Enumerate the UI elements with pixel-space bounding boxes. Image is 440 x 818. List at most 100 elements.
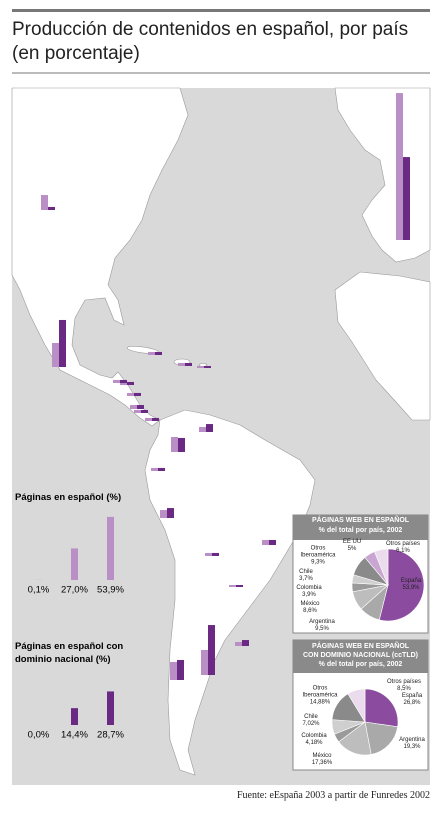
slice-value: 7,02% (302, 721, 320, 727)
bar (197, 366, 204, 368)
value-label: 27,0% (61, 584, 88, 596)
slice-label: México 8,6% (300, 601, 319, 615)
bar (107, 516, 114, 580)
slice-value: 14,88% (309, 699, 331, 706)
bar (199, 426, 206, 432)
bar (242, 640, 249, 646)
bar (208, 625, 215, 675)
pie-subtitle: % del total por país, 2002 (318, 527, 403, 534)
bar (178, 362, 185, 366)
slice-value: 53,9% (402, 585, 420, 591)
slice-name: Chile (299, 569, 313, 575)
slice-label: Chile 7,02% (302, 714, 319, 728)
bar (134, 409, 141, 413)
slice-label: Colombia 4,18% (301, 733, 326, 747)
slice-name: Otros Iberoamérica (300, 545, 336, 559)
bar (160, 510, 167, 518)
slice-value: 5% (347, 546, 357, 552)
value-label: 14,4% (61, 729, 88, 741)
top-rule (12, 9, 430, 12)
slice-value: 9,3% (311, 559, 325, 566)
south-america (144, 409, 316, 776)
pie-title: PÁGINAS WEB EN ESPAÑOL CON DOMINIO NACIO… (303, 643, 418, 659)
value-label: 0,1% (27, 584, 50, 596)
slice-name: Otros países (385, 541, 421, 547)
value-label: 53,9% (97, 584, 124, 596)
pie-header (293, 515, 428, 540)
bar (235, 642, 242, 646)
bar (206, 424, 213, 432)
bar (212, 552, 219, 556)
bar (185, 362, 192, 366)
bar (151, 467, 158, 471)
slice-name: Otros países (386, 679, 422, 685)
bar (403, 157, 410, 240)
slice-name: México (312, 753, 332, 759)
slice-label: Otros países 6,1% (386, 541, 420, 555)
slice-value: 26,8% (403, 700, 421, 706)
slice-label: EE UU 5% (343, 539, 361, 553)
bar (71, 548, 78, 580)
slice-name: Otros Iberoamérica (302, 685, 338, 699)
value-label: 28,7% (97, 729, 124, 741)
slice-label: Otros países 8,5% (387, 679, 421, 693)
bar (48, 206, 55, 210)
slice-name: Argentina (309, 619, 335, 625)
slice-value: 6,1% (396, 548, 410, 554)
bar (59, 319, 66, 367)
legend-title: Páginas en español con dominio nacional … (15, 641, 124, 665)
bar (396, 93, 403, 240)
slice-label: Otros Iberoamérica 14,88% (302, 686, 337, 707)
pie-slice (364, 721, 398, 755)
bar (52, 343, 59, 367)
bar (71, 708, 78, 725)
bar (107, 691, 114, 725)
bar (262, 539, 269, 545)
bar (113, 379, 120, 383)
bar (130, 405, 137, 409)
bar (155, 351, 162, 355)
bar (229, 585, 236, 587)
bar (177, 659, 184, 680)
slice-label: Argentina 19,3% (399, 737, 425, 751)
slice-value: 3,9% (302, 592, 316, 598)
bar (120, 379, 127, 383)
bar (152, 417, 159, 421)
bar (141, 409, 148, 413)
slice-label: España 53,9% (401, 578, 421, 592)
bar (205, 552, 212, 556)
bar (167, 508, 174, 518)
bar (127, 392, 134, 396)
bar (41, 195, 48, 210)
bar (269, 539, 276, 545)
slice-name: Argentina (399, 737, 425, 743)
slice-value: 8,6% (303, 608, 317, 614)
bar (127, 381, 134, 385)
slice-label: Colombia 3,9% (296, 585, 321, 599)
pie-header (293, 640, 428, 673)
pie-slice (378, 548, 425, 622)
slice-name: Chile (304, 714, 318, 720)
pie-slice (374, 548, 389, 586)
bar (158, 467, 165, 471)
slice-value: 8,5% (397, 686, 411, 692)
bar (201, 649, 208, 675)
slice-name: EE UU (342, 539, 362, 545)
slice-value: 19,3% (403, 744, 421, 750)
bar (145, 417, 152, 421)
slice-name: México (300, 601, 320, 607)
slice-value: 17,36% (311, 760, 333, 766)
pie-slice (364, 688, 399, 728)
bar (178, 437, 185, 452)
source: Fuente: eEspaña 2003 a partir de Funrede… (236, 790, 430, 801)
bar (171, 437, 178, 452)
africa (334, 271, 431, 421)
bar (236, 585, 243, 587)
slice-value: 3,7% (299, 576, 313, 582)
value-label: 0,0% (27, 729, 50, 741)
slice-label: México 17,36% (312, 753, 332, 767)
slice-value: 4,18% (305, 740, 323, 746)
legend-title: Páginas en español (%) (15, 492, 122, 503)
slice-name: Colombia (296, 585, 322, 591)
